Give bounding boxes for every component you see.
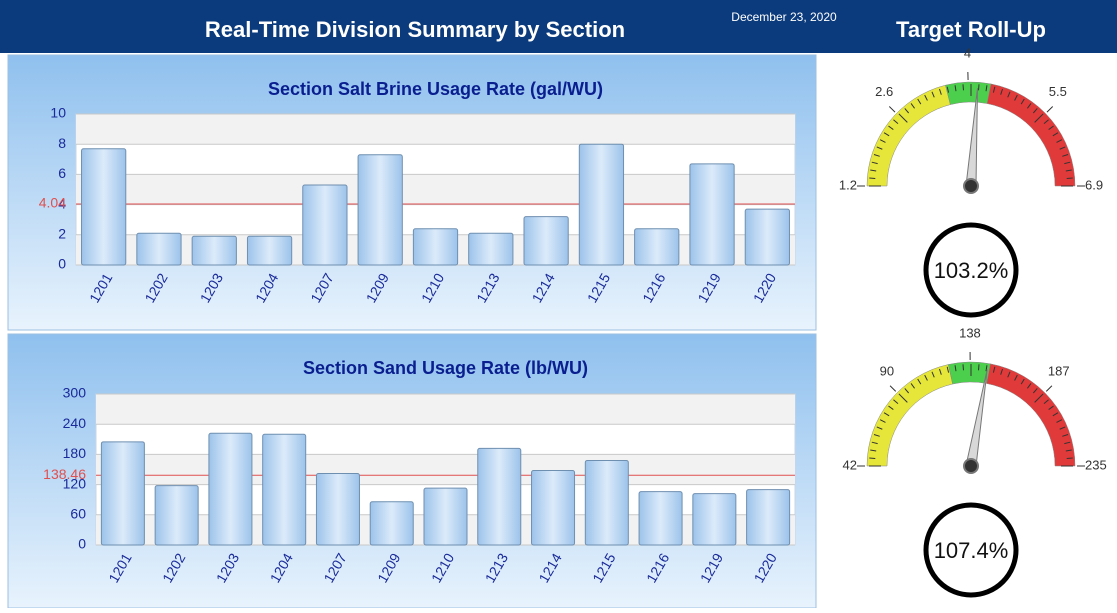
- gauge-tick-label: 235: [1085, 457, 1107, 472]
- gauge-tick-label: 2.6: [875, 84, 893, 99]
- gauge-tick-label: 138: [959, 325, 981, 340]
- bar: [747, 490, 790, 545]
- bar: [424, 488, 467, 545]
- y-tick-label: 10: [50, 105, 66, 121]
- gauge-tick-label: 6.9: [1085, 177, 1103, 192]
- gauge-hub: [964, 459, 978, 473]
- y-tick-label: 60: [70, 506, 86, 522]
- grid-band: [96, 454, 795, 484]
- bar: [192, 236, 236, 265]
- bar: [370, 502, 413, 545]
- bar: [101, 442, 144, 545]
- gauge-band: [948, 362, 990, 384]
- header-title: Real-Time Division Summary by Section: [205, 17, 625, 42]
- y-tick-label: 0: [58, 256, 66, 272]
- bar: [635, 229, 679, 265]
- y-tick-label: 2: [58, 226, 66, 242]
- bar: [524, 217, 568, 265]
- bar: [137, 233, 181, 265]
- gauge-band: [945, 82, 990, 105]
- grid-band: [76, 174, 795, 204]
- chart-title: Section Salt Brine Usage Rate (gal/WU): [268, 79, 603, 99]
- chart-title: Section Sand Usage Rate (lb/WU): [303, 358, 588, 378]
- bar: [690, 164, 734, 265]
- bar: [358, 155, 402, 265]
- bar: [639, 492, 682, 545]
- bar: [82, 149, 126, 265]
- bar: [263, 434, 306, 545]
- gauge-hub: [964, 179, 978, 193]
- y-tick-label: 0: [78, 536, 86, 552]
- bar: [469, 233, 513, 265]
- bar: [579, 144, 623, 265]
- gauge-tick-label: 5.5: [1049, 84, 1067, 99]
- bar: [303, 185, 347, 265]
- y-tick-label: 180: [63, 445, 87, 461]
- y-tick-label: 8: [58, 135, 66, 151]
- gauge-tick-label: 4: [964, 45, 971, 60]
- bar: [155, 486, 198, 545]
- bar: [532, 471, 575, 545]
- gauge-tick-label: 187: [1048, 363, 1070, 378]
- readout-label: 107.4%: [934, 538, 1009, 563]
- bar: [209, 433, 252, 545]
- target-label: 4.04: [39, 195, 66, 211]
- target-label: 138.46: [43, 466, 86, 482]
- gauge-tick-label: 90: [880, 363, 894, 378]
- grid-band: [96, 394, 795, 424]
- bar: [316, 474, 359, 545]
- bar: [745, 209, 789, 265]
- readout-label: 103.2%: [934, 258, 1009, 283]
- bar: [693, 494, 736, 545]
- y-tick-label: 300: [63, 385, 87, 401]
- y-tick-label: 6: [58, 165, 66, 181]
- header-date: December 23, 2020: [731, 10, 837, 24]
- grid-band: [76, 114, 795, 144]
- gauge-tick-label: 1.2: [839, 177, 857, 192]
- bar: [585, 460, 628, 545]
- gauge-tick-label: 42: [843, 457, 857, 472]
- rollup-title: Target Roll-Up: [896, 17, 1046, 42]
- bar: [478, 448, 521, 545]
- y-tick-label: 240: [63, 415, 87, 431]
- bar: [247, 236, 291, 265]
- bar: [413, 229, 457, 265]
